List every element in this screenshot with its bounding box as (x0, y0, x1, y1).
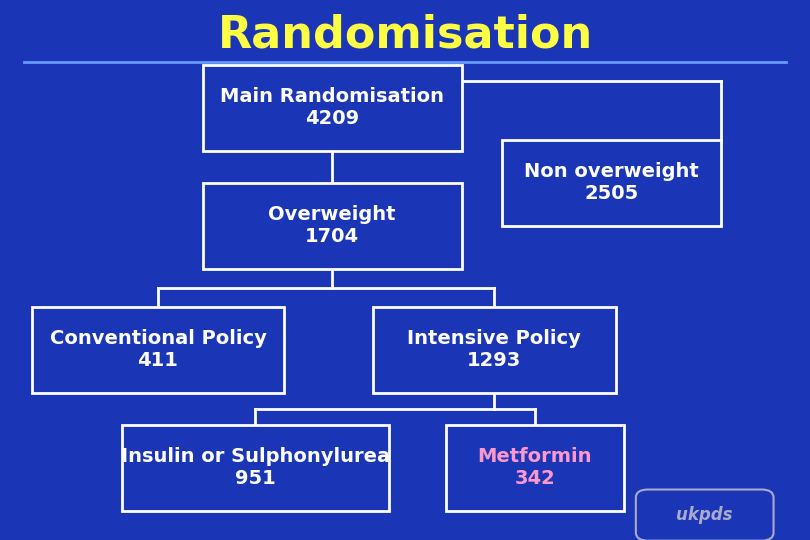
Text: Metformin
342: Metformin 342 (477, 448, 592, 489)
Text: Non overweight
2505: Non overweight 2505 (524, 163, 699, 204)
FancyBboxPatch shape (122, 425, 389, 511)
FancyBboxPatch shape (202, 65, 462, 151)
Text: Insulin or Sulphonylurea
951: Insulin or Sulphonylurea 951 (121, 448, 390, 489)
Text: Overweight
1704: Overweight 1704 (268, 205, 396, 246)
Text: Randomisation: Randomisation (217, 14, 593, 57)
FancyBboxPatch shape (446, 425, 624, 511)
FancyBboxPatch shape (373, 307, 616, 393)
Text: Intensive Policy
1293: Intensive Policy 1293 (407, 329, 581, 370)
FancyBboxPatch shape (636, 489, 774, 540)
Text: ukpds: ukpds (676, 506, 733, 524)
FancyBboxPatch shape (502, 140, 721, 226)
FancyBboxPatch shape (32, 307, 284, 393)
FancyBboxPatch shape (202, 183, 462, 269)
Text: Conventional Policy
411: Conventional Policy 411 (49, 329, 266, 370)
Text: Main Randomisation
4209: Main Randomisation 4209 (220, 87, 444, 128)
